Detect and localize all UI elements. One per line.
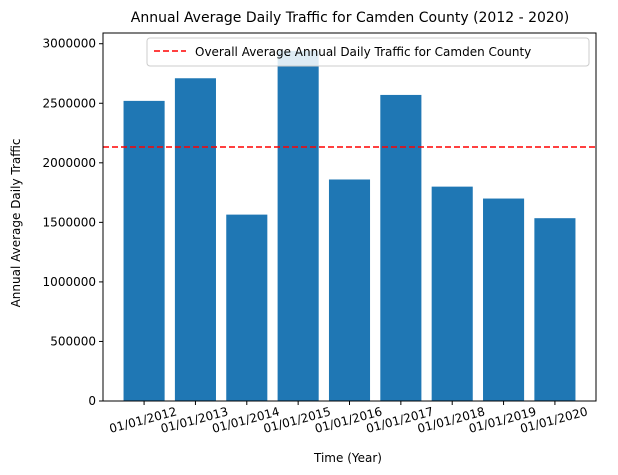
- bar: [483, 198, 525, 401]
- y-tick-label: 0: [88, 394, 96, 408]
- legend-label: Overall Average Annual Daily Traffic for…: [195, 45, 531, 59]
- y-axis-label: Annual Average Daily Traffic: [9, 139, 23, 308]
- bar: [328, 179, 371, 401]
- legend-box: [146, 37, 590, 67]
- bar: [123, 100, 165, 402]
- chart-title: Annual Average Daily Traffic for Camden …: [131, 10, 569, 26]
- x-axis-label: Time (Year): [313, 451, 382, 465]
- bars-group: [123, 50, 576, 402]
- bar: [431, 186, 473, 401]
- y-tick-label: 2000000: [43, 156, 96, 170]
- y-tick-label: 3000000: [43, 37, 96, 51]
- bar: [174, 78, 216, 401]
- x-axis: 01/01/201201/01/201301/01/201401/01/2015…: [108, 401, 589, 436]
- bar: [534, 218, 576, 401]
- y-tick-label: 2500000: [43, 96, 96, 110]
- y-tick-label: 1000000: [43, 275, 96, 289]
- y-axis: 0 500000 1000000 1500000 2000000 2500000 30000…: [43, 37, 103, 408]
- plot-frame: [102, 32, 597, 402]
- y-tick-label: 1500000: [43, 215, 96, 229]
- bar: [226, 214, 268, 401]
- bar: [277, 50, 319, 402]
- y-tick-label: 500000: [50, 334, 96, 348]
- legend: Overall Average Annual Daily Traffic for…: [146, 37, 590, 67]
- bar: [380, 94, 422, 401]
